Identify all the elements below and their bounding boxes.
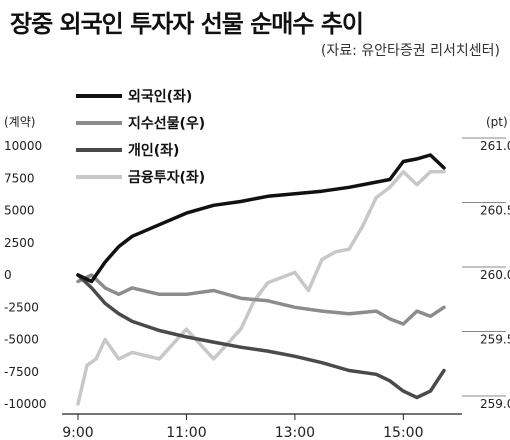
x-tick-label: 9:00: [62, 425, 93, 440]
legend: 외국인(좌) 지수선물(우) 개인(좌) 금융투자(좌): [76, 88, 205, 186]
left-tick-label: -10000: [4, 397, 47, 411]
x-tick-label: 13:00: [275, 425, 315, 440]
series-line-2: [76, 273, 446, 400]
left-tick-label: 2500: [4, 236, 35, 250]
right-axis-unit: (pt): [486, 115, 508, 129]
series-layer: [76, 153, 446, 406]
right-tick-label: 259.0: [480, 397, 510, 411]
chart-title: 장중 외국인 투자자 선물 순매수 추이: [10, 10, 364, 38]
left-tick-label: -5000: [4, 333, 39, 347]
left-tick-label: -2500: [4, 300, 39, 314]
right-axis-ticks: 261.0 260.5 260.0 259.5 259.0: [462, 137, 510, 411]
x-axis-ticks: 9:00 11:00 13:00 15:00: [62, 414, 424, 440]
right-tick-label: 261.0: [480, 139, 510, 153]
left-axis-ticks: 10000 7500 5000 2500 0 -2500 -5000 -7500 -10000: [4, 139, 47, 411]
chart-source: (자료: 유안타증권 리서치센터): [320, 43, 500, 59]
legend-label-1: 지수선물(우): [128, 116, 205, 132]
left-axis-unit: (계약): [4, 114, 35, 129]
right-tick-label: 259.5: [480, 333, 510, 347]
x-tick-label: 15:00: [383, 425, 423, 440]
series-line-0: [76, 153, 446, 284]
series-line-1: [76, 273, 446, 326]
legend-label-0: 외국인(좌): [128, 88, 192, 105]
series-line-3: [76, 170, 446, 406]
legend-label-3: 금융투자(좌): [128, 170, 205, 186]
legend-label-2: 개인(좌): [128, 142, 179, 159]
right-tick-label: 260.0: [480, 268, 510, 282]
x-tick-label: 11:00: [166, 425, 206, 440]
right-tick-label: 260.5: [480, 204, 510, 218]
left-tick-label: 10000: [4, 139, 42, 153]
left-tick-label: 5000: [4, 204, 35, 218]
left-tick-label: -7500: [4, 365, 39, 379]
left-tick-label: 0: [4, 268, 12, 282]
left-tick-label: 7500: [4, 171, 35, 185]
